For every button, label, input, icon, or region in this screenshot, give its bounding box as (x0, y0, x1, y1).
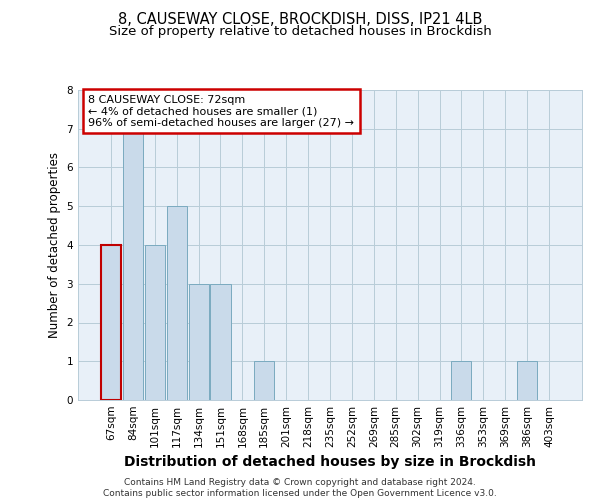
Text: 8 CAUSEWAY CLOSE: 72sqm
← 4% of detached houses are smaller (1)
96% of semi-deta: 8 CAUSEWAY CLOSE: 72sqm ← 4% of detached… (88, 94, 354, 128)
Bar (254, 361, 274, 400)
Bar (517, 361, 537, 400)
Bar (145, 245, 165, 400)
Bar (101, 245, 121, 400)
Text: Contains HM Land Registry data © Crown copyright and database right 2024.
Contai: Contains HM Land Registry data © Crown c… (103, 478, 497, 498)
Bar (188, 284, 209, 400)
Bar (451, 361, 472, 400)
Y-axis label: Number of detached properties: Number of detached properties (48, 152, 61, 338)
Bar (167, 206, 187, 400)
X-axis label: Distribution of detached houses by size in Brockdish: Distribution of detached houses by size … (124, 456, 536, 469)
Text: Size of property relative to detached houses in Brockdish: Size of property relative to detached ho… (109, 25, 491, 38)
Bar (211, 284, 230, 400)
Bar (123, 128, 143, 400)
Text: 8, CAUSEWAY CLOSE, BROCKDISH, DISS, IP21 4LB: 8, CAUSEWAY CLOSE, BROCKDISH, DISS, IP21… (118, 12, 482, 28)
